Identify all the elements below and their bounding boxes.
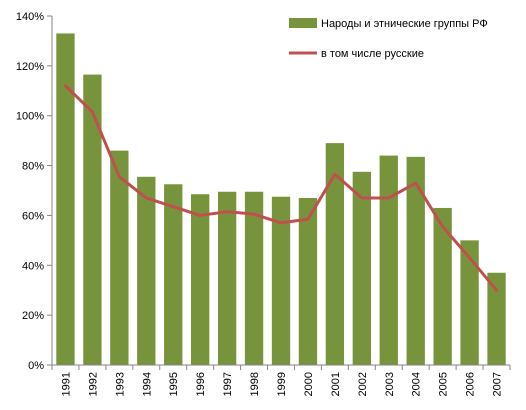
x-tick-label-2000: 2000	[303, 372, 315, 396]
y-tick-label: 20%	[22, 310, 44, 322]
bar-2002	[352, 171, 371, 365]
bar-2006	[460, 240, 479, 365]
x-axis: 1991 1992 1993 1994 1995 1996 1997 1998 1999 2000…	[51, 364, 511, 396]
x-tick-label-2004: 2004	[411, 372, 423, 396]
y-axis: 0% 20% 40% 60% 80% 100% 120% 140%	[16, 11, 53, 372]
bar-2005	[433, 207, 452, 365]
bar-2001	[325, 143, 345, 365]
bar-1994	[137, 176, 156, 365]
bar-1993	[110, 150, 129, 365]
y-tick-label: 40%	[22, 260, 44, 272]
x-tick-label-2006: 2006	[465, 372, 477, 396]
x-tick-label-2005: 2005	[438, 372, 450, 396]
legend: Народы и этнические группы РФ в том числ…	[289, 18, 488, 60]
x-tick-label-1995: 1995	[168, 372, 180, 396]
x-tick-label-1993: 1993	[114, 372, 126, 396]
x-tick-label-1994: 1994	[141, 372, 153, 396]
bar-1996	[191, 194, 210, 365]
bar-2000	[298, 197, 318, 365]
y-tick-label: 80%	[22, 161, 44, 173]
x-tick-label-1999: 1999	[276, 372, 288, 396]
line-series-russians	[63, 84, 499, 292]
bar-1999	[271, 196, 291, 365]
x-tick-label-1992: 1992	[87, 372, 99, 396]
x-tick-label-1991: 1991	[60, 372, 72, 396]
bar-2007	[487, 272, 506, 365]
bar-1997	[217, 191, 237, 365]
legend-label-line: в том числе русские	[321, 48, 424, 60]
x-tick-label-1998: 1998	[249, 372, 261, 396]
bar-1995	[164, 184, 183, 365]
legend-swatch-bar	[289, 18, 317, 28]
y-tick-label: 0%	[28, 360, 44, 372]
x-tick-label-2007: 2007	[492, 372, 504, 396]
bar-1991	[56, 33, 75, 365]
y-tick-label: 60%	[22, 210, 44, 222]
y-tick-label: 100%	[16, 111, 44, 123]
bar-2004	[406, 156, 425, 365]
y-tick-label: 120%	[16, 61, 44, 73]
x-tick-label-1996: 1996	[195, 372, 207, 396]
x-tick-label-2003: 2003	[384, 372, 396, 396]
bar-2003	[379, 155, 398, 365]
x-tick-label-2002: 2002	[357, 372, 369, 396]
plot-area	[56, 33, 506, 365]
legend-label-bar: Народы и этнические группы РФ	[321, 18, 488, 30]
bar-1998	[244, 191, 264, 365]
x-tick-label-1997: 1997	[222, 372, 234, 396]
y-tick-label: 140%	[16, 11, 44, 23]
x-tick-label-2001: 2001	[330, 372, 342, 396]
bar-1992	[83, 74, 102, 365]
